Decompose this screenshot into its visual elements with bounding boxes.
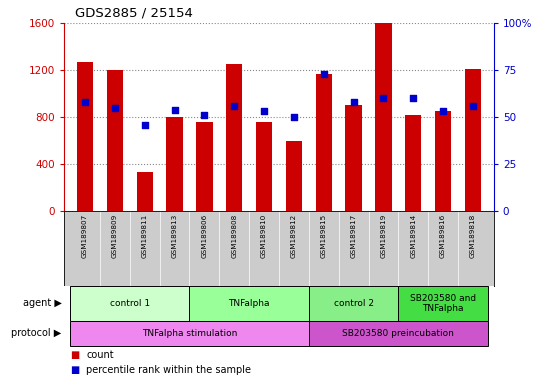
Bar [256,122,272,211]
Bar [137,172,153,211]
Point [319,71,328,77]
Point [409,95,418,101]
Point [170,106,179,113]
Text: percentile rank within the sample: percentile rank within the sample [86,366,252,376]
Point [439,108,448,114]
Text: TNFalpha stimulation: TNFalpha stimulation [142,329,237,338]
Text: GSM189811: GSM189811 [142,214,148,258]
Text: GSM189808: GSM189808 [231,214,237,258]
Text: GSM189806: GSM189806 [201,214,208,258]
Bar [435,111,451,211]
Text: GSM189813: GSM189813 [171,214,177,258]
Text: GSM189817: GSM189817 [350,214,357,258]
Bar [405,115,421,211]
Point [259,108,268,114]
Bar [398,286,488,321]
Text: TNFalpha: TNFalpha [228,299,270,308]
Bar [465,69,481,211]
Point [80,99,89,105]
Bar [196,122,213,211]
Text: control 2: control 2 [334,299,374,308]
Point [230,103,239,109]
Text: GDS2885 / 25154: GDS2885 / 25154 [75,6,193,19]
Bar [309,286,398,321]
Point [290,114,299,120]
Text: agent ▶: agent ▶ [22,298,61,308]
Bar [190,286,309,321]
Text: ■: ■ [70,366,79,376]
Text: ■: ■ [70,350,79,360]
Point [379,95,388,101]
Text: GSM189814: GSM189814 [410,214,416,258]
Text: GSM189812: GSM189812 [291,214,297,258]
Bar [375,23,392,211]
Bar [107,70,123,211]
Text: GSM189809: GSM189809 [112,214,118,258]
Bar [77,62,93,211]
Point [110,104,119,111]
Text: GSM189816: GSM189816 [440,214,446,258]
Bar [70,321,309,346]
Text: GSM189818: GSM189818 [470,214,476,258]
Bar [70,286,190,321]
Text: GSM189810: GSM189810 [261,214,267,258]
Bar [226,64,242,211]
Bar [309,321,488,346]
Text: control 1: control 1 [110,299,150,308]
Text: SB203580 preincubation: SB203580 preincubation [343,329,454,338]
Bar [166,117,183,211]
Text: GSM189807: GSM189807 [82,214,88,258]
Text: GSM189819: GSM189819 [381,214,387,258]
Text: count: count [86,350,114,360]
Bar [316,74,332,211]
Point [140,122,149,128]
Text: SB203580 and
TNFalpha: SB203580 and TNFalpha [410,294,476,313]
Text: protocol ▶: protocol ▶ [11,328,61,338]
Text: GSM189815: GSM189815 [321,214,327,258]
Bar [286,141,302,211]
Point [469,103,478,109]
Point [200,112,209,118]
Point [349,99,358,105]
Bar [345,105,362,211]
